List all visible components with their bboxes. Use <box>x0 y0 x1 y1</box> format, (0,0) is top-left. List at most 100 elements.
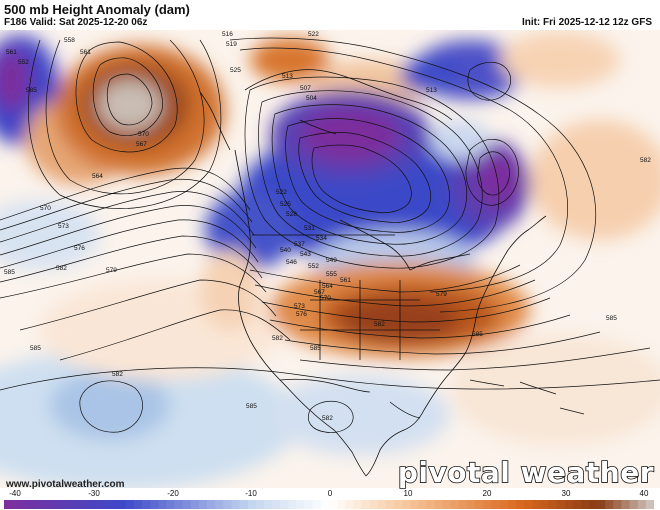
colorbar <box>4 500 654 509</box>
contour-label: 513 <box>426 87 437 94</box>
colorbar-cell <box>312 500 322 509</box>
colorbar-cell <box>101 500 110 509</box>
colorbar-cell <box>613 500 622 509</box>
colorbar-cell <box>467 500 476 509</box>
contour-label: 567 <box>314 289 325 296</box>
colorbar-cell <box>353 500 362 509</box>
colorbar-cell <box>125 500 135 509</box>
colorbar-cell <box>515 500 525 509</box>
contour-label: 585 <box>4 269 15 276</box>
colorbar-cell <box>540 500 549 509</box>
colorbar-tick: 10 <box>403 489 413 498</box>
colorbar-cell <box>564 500 574 509</box>
contour-label-group: 561 552 585 558 561 567 570 564 570 573 … <box>4 31 651 422</box>
colorbar-cell <box>450 500 460 509</box>
colorbar-cell <box>93 500 102 509</box>
contour-label: 585 <box>606 315 617 322</box>
colorbar-cell <box>190 500 200 509</box>
header: 500 mb Height Anomaly (dam) F186 Valid: … <box>0 0 660 30</box>
colorbar-cell <box>320 500 330 509</box>
contour-label: 582 <box>112 371 123 378</box>
colorbar-cell <box>288 500 297 509</box>
colorbar-cell <box>247 500 257 509</box>
colorbar-cell <box>507 500 517 509</box>
colorbar-cell <box>69 500 78 509</box>
contour-label: 570 <box>138 131 149 138</box>
contour-label: 504 <box>306 95 317 102</box>
colorbar-cell <box>361 500 370 509</box>
colorbar-cell <box>52 500 62 509</box>
contour-label: 585 <box>472 331 483 338</box>
colorbar-cell <box>182 500 192 509</box>
colorbar-cell <box>166 500 175 509</box>
colorbar-cell <box>597 500 606 509</box>
colorbar-cell <box>207 500 216 509</box>
colorbar-ticks: -40 -30 -20 -10 0 10 20 30 40 <box>0 489 660 499</box>
colorbar-tick: 30 <box>561 489 571 498</box>
valid-time: F186 Valid: Sat 2025-12-20 06z <box>4 17 148 28</box>
colorbar-cell <box>524 500 533 509</box>
contour-label: 579 <box>106 267 117 274</box>
contour-label: 576 <box>74 245 85 252</box>
contour-label: 582 <box>640 157 651 164</box>
colorbar-cell <box>134 500 143 509</box>
colorbar-cell <box>239 500 249 509</box>
colorbar-cell <box>109 500 119 509</box>
colorbar-cell <box>491 500 500 509</box>
coastlines <box>199 69 585 477</box>
colorbar-tick: -10 <box>245 489 257 498</box>
contour-label: 582 <box>272 335 283 342</box>
colorbar-cell <box>272 500 281 509</box>
contour-label: 561 <box>80 49 91 56</box>
contour-label: 513 <box>282 73 293 80</box>
colorbar-cell <box>304 500 314 509</box>
colorbar-cell <box>85 500 94 509</box>
colorbar-cell <box>337 500 346 509</box>
contour-label: 531 <box>304 225 315 232</box>
contour-label: 582 <box>374 321 385 328</box>
contour-label: 507 <box>300 85 311 92</box>
contour-label: 570 <box>40 205 51 212</box>
colorbar-cell <box>434 500 444 509</box>
contour-label: 585 <box>26 87 37 94</box>
colorbar-cell <box>215 500 224 509</box>
contour-label: 582 <box>322 415 333 422</box>
colorbar-cell <box>12 500 21 509</box>
colorbar-tick: -30 <box>88 489 100 498</box>
colorbar-cell <box>532 500 541 509</box>
colorbar-cell <box>28 500 37 509</box>
contour-label: 582 <box>56 265 67 272</box>
contour-label: 522 <box>308 31 319 38</box>
contour-label: 573 <box>294 303 305 310</box>
colorbar-tick: -20 <box>167 489 179 498</box>
colorbar-cell <box>645 500 654 509</box>
contour-label: 516 <box>222 31 233 38</box>
colorbar-cell <box>150 500 159 509</box>
colorbar-cell <box>410 500 419 509</box>
colorbar-cell <box>621 500 630 509</box>
colorbar-cell <box>44 500 54 509</box>
colorbar-cell <box>629 500 639 509</box>
colorbar-cell <box>255 500 265 509</box>
contour-label: 555 <box>326 271 337 278</box>
colorbar-cell <box>142 500 151 509</box>
colorbar-cell <box>264 500 273 509</box>
colorbar-cell <box>475 500 484 509</box>
colorbar-cell <box>605 500 614 509</box>
colorbar-cell <box>296 500 305 509</box>
height-anomaly-map: 561 552 585 558 561 567 570 564 570 573 … <box>0 30 660 488</box>
colorbar-cell <box>77 500 86 509</box>
colorbar-cell <box>499 500 509 509</box>
contour-label: 573 <box>58 223 69 230</box>
colorbar-cell <box>231 500 240 509</box>
contour-label: 576 <box>296 311 307 318</box>
colorbar-cell <box>572 500 582 509</box>
colorbar-cell <box>377 500 387 509</box>
website-label: www.pivotalweather.com <box>6 479 125 490</box>
contour-label: 540 <box>280 247 291 254</box>
colorbar-cell <box>637 500 647 509</box>
colorbar-cell <box>60 500 70 509</box>
colorbar-cell <box>426 500 435 509</box>
colorbar-cell <box>223 500 232 509</box>
contour-label: 549 <box>326 257 337 264</box>
